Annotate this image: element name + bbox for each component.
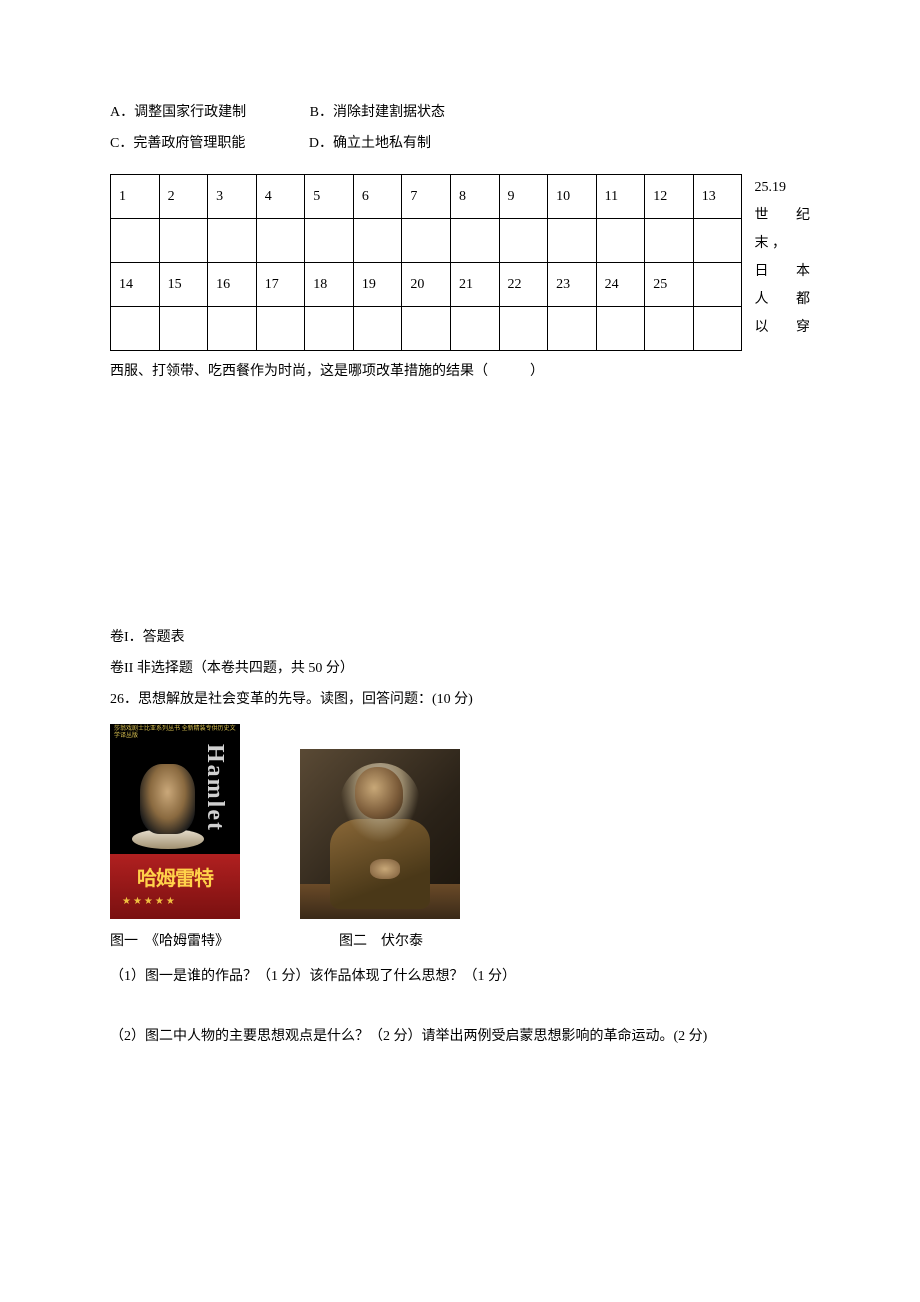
image-hamlet-cover: 莎翁戏剧士比亚系列丛书 全新精装专供历史文学译丛版 Hamlet 哈姆雷特 ★★… <box>110 724 240 919</box>
side-line: 以穿 <box>754 314 810 342</box>
option-line-1: A．调整国家行政建制 B．消除封建割据状态 <box>110 100 810 125</box>
cell: 1 <box>111 175 160 219</box>
cell[interactable] <box>645 219 694 263</box>
cell: 13 <box>693 175 742 219</box>
q26-stem: 26．思想解放是社会变革的先导。读图，回答问题：(10 分) <box>110 687 810 712</box>
table-row: 1 2 3 4 5 6 7 8 9 10 11 12 13 <box>111 175 742 219</box>
cell[interactable] <box>353 307 402 351</box>
cell: 25 <box>645 263 694 307</box>
cell: 11 <box>596 175 645 219</box>
side-line: 末 ， <box>754 230 810 258</box>
cell: 24 <box>596 263 645 307</box>
cell: 15 <box>159 263 208 307</box>
cell: 6 <box>353 175 402 219</box>
option-a: A．调整国家行政建制 <box>110 100 246 125</box>
cell: 20 <box>402 263 451 307</box>
option-d: D．确立土地私有制 <box>309 131 431 156</box>
portrait-hand-icon <box>370 859 400 879</box>
cell: 12 <box>645 175 694 219</box>
cell[interactable] <box>159 219 208 263</box>
cell[interactable] <box>596 219 645 263</box>
cell: 3 <box>208 175 257 219</box>
cell: 21 <box>450 263 499 307</box>
cell[interactable] <box>402 307 451 351</box>
cell[interactable] <box>450 219 499 263</box>
side-line: 世纪 <box>754 202 810 230</box>
q26-sub1: （1）图一是谁的作品？（1 分）该作品体现了什么思想？（1 分） <box>110 964 810 989</box>
cell: 23 <box>548 263 597 307</box>
cell[interactable] <box>305 219 354 263</box>
cell: 22 <box>499 263 548 307</box>
image-voltaire-portrait <box>300 749 460 919</box>
portrait-head-icon <box>355 767 403 819</box>
section-2-label: 卷II 非选择题（本卷共四题，共 50 分） <box>110 656 810 681</box>
cell[interactable] <box>353 219 402 263</box>
cell[interactable] <box>645 307 694 351</box>
cell[interactable] <box>111 219 160 263</box>
cell[interactable] <box>548 307 597 351</box>
cell[interactable] <box>450 307 499 351</box>
cell[interactable] <box>256 219 305 263</box>
caption-1: 图一 《哈姆雷特》 <box>110 929 229 954</box>
cover-side-title: Hamlet <box>214 744 236 869</box>
answer-table: 1 2 3 4 5 6 7 8 9 10 11 12 13 <box>110 174 742 351</box>
cell: 7 <box>402 175 451 219</box>
caption-row: 图一 《哈姆雷特》 图二 伏尔泰 <box>110 929 810 954</box>
table-row <box>111 219 742 263</box>
cell: 10 <box>548 175 597 219</box>
option-line-2: C．完善政府管理职能 D．确立土地私有制 <box>110 131 810 156</box>
cell[interactable] <box>693 307 742 351</box>
cell[interactable] <box>499 219 548 263</box>
table-row <box>111 307 742 351</box>
cell[interactable] <box>402 219 451 263</box>
cell[interactable] <box>499 307 548 351</box>
cell[interactable] <box>208 219 257 263</box>
q25-continuation: 西服、打领带、吃西餐作为时尚，这是哪项改革措施的结果（ ） <box>110 359 810 384</box>
cell <box>693 263 742 307</box>
cell: 4 <box>256 175 305 219</box>
cover-stars-icon: ★★★★★ <box>122 893 177 911</box>
cell[interactable] <box>111 307 160 351</box>
option-b: B．消除封建割据状态 <box>310 100 445 125</box>
cell: 9 <box>499 175 548 219</box>
table-row: 14 15 16 17 18 19 20 21 22 23 24 25 <box>111 263 742 307</box>
caption-2: 图二 伏尔泰 <box>339 929 423 954</box>
side-line: 25.19 <box>754 174 810 202</box>
cell: 18 <box>305 263 354 307</box>
cell: 17 <box>256 263 305 307</box>
side-line: 日本 <box>754 258 810 286</box>
cell[interactable] <box>208 307 257 351</box>
option-c: C．完善政府管理职能 <box>110 131 245 156</box>
side-line: 人都 <box>754 286 810 314</box>
q25-side-text: 25.19 世纪 末 ， 日本 人都 以穿 <box>754 174 810 342</box>
cell[interactable] <box>548 219 597 263</box>
cell: 5 <box>305 175 354 219</box>
portrait-face-icon <box>140 764 195 834</box>
cell[interactable] <box>596 307 645 351</box>
cell[interactable] <box>693 219 742 263</box>
cell[interactable] <box>159 307 208 351</box>
cell: 16 <box>208 263 257 307</box>
cover-title-cn: 哈姆雷特 <box>118 861 232 897</box>
cell: 8 <box>450 175 499 219</box>
cell[interactable] <box>256 307 305 351</box>
cell: 2 <box>159 175 208 219</box>
cell: 19 <box>353 263 402 307</box>
answer-table-wrap: 1 2 3 4 5 6 7 8 9 10 11 12 13 <box>110 174 810 351</box>
cell: 14 <box>111 263 160 307</box>
section-1-label: 卷I．答题表 <box>110 625 810 650</box>
q26-sub2: （2）图二中人物的主要思想观点是什么？（2 分）请举出两例受启蒙思想影响的革命运… <box>110 1024 810 1049</box>
images-row: 莎翁戏剧士比亚系列丛书 全新精装专供历史文学译丛版 Hamlet 哈姆雷特 ★★… <box>110 724 810 919</box>
cover-top-text: 莎翁戏剧士比亚系列丛书 全新精装专供历史文学译丛版 <box>114 726 236 739</box>
cell[interactable] <box>305 307 354 351</box>
